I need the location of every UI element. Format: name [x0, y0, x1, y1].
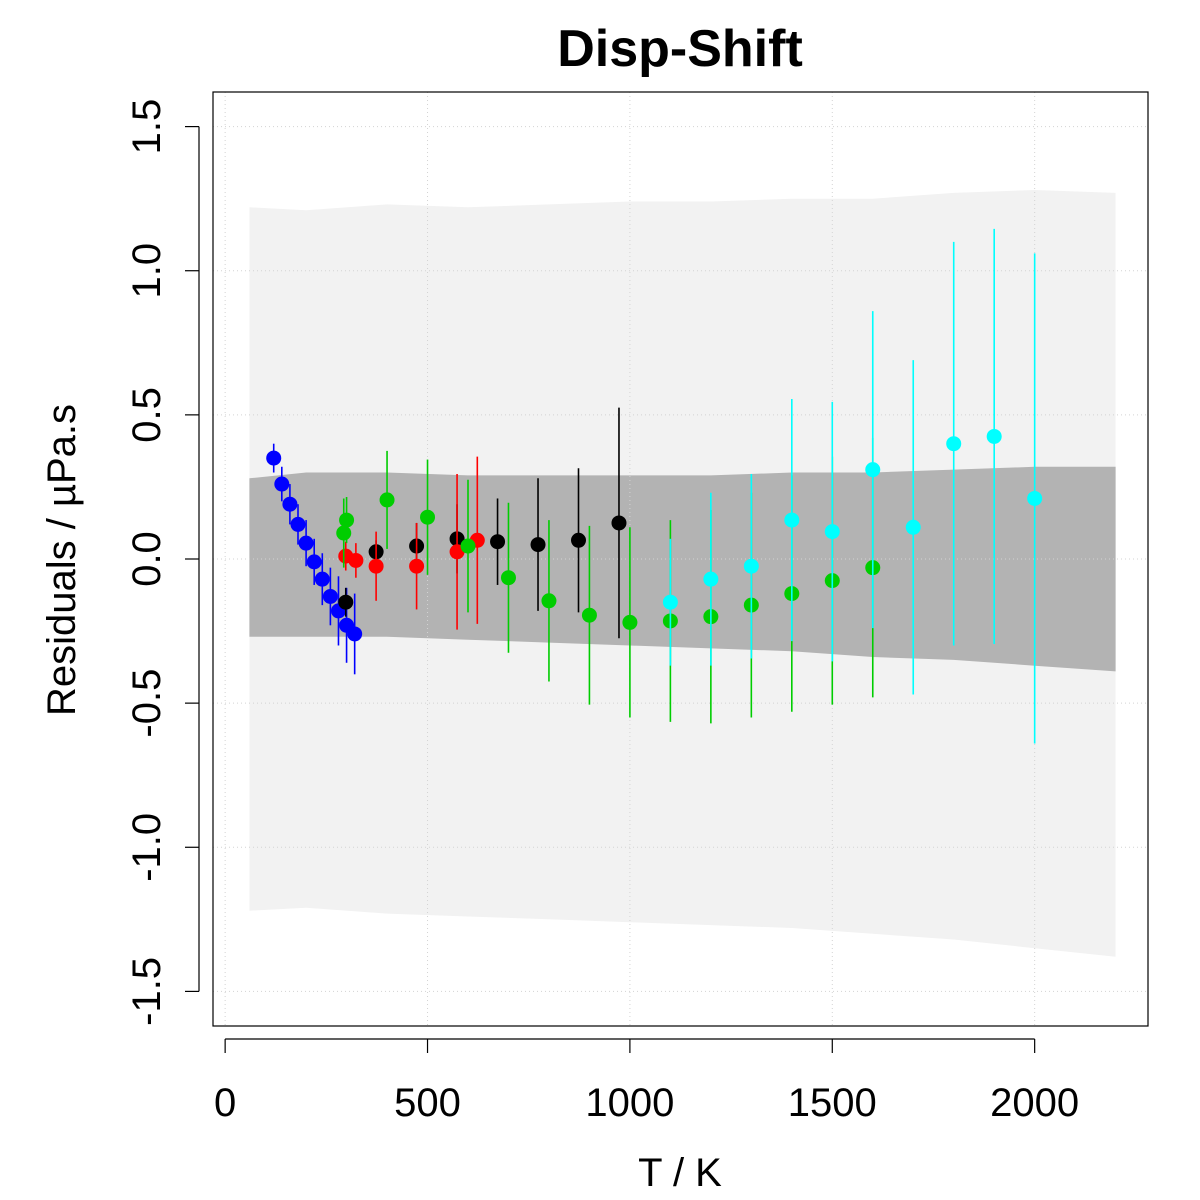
data-point	[905, 519, 921, 535]
y-tick-label: 0.0	[125, 531, 169, 587]
data-point	[338, 594, 354, 610]
data-point	[490, 534, 506, 550]
data-point	[314, 571, 330, 587]
band-inner	[249, 466, 1116, 672]
data-point	[611, 515, 627, 531]
axes: 0 500 1000 1500 2000 -1.5 -1.0 -0.5 0.0 0.5 1.0 1.5	[125, 99, 1079, 1125]
y-tick-label: 1.0	[125, 243, 169, 299]
data-point	[703, 571, 719, 587]
x-tick-label: 1000	[585, 1081, 674, 1125]
data-point	[339, 512, 355, 528]
data-point	[865, 462, 881, 478]
series-red	[338, 456, 485, 630]
data-point	[368, 558, 384, 574]
data-point	[460, 538, 476, 554]
data-point	[322, 588, 338, 604]
data-point	[1027, 490, 1043, 506]
y-axis-label: Residuals / µPa.s	[40, 404, 84, 716]
data-point	[662, 594, 678, 610]
data-point	[500, 570, 516, 586]
x-tick-label: 1500	[788, 1081, 877, 1125]
data-point	[306, 554, 322, 570]
data-point	[743, 558, 759, 574]
x-tick-label: 0	[214, 1081, 236, 1125]
data-series	[266, 228, 1043, 744]
plot-frame	[212, 91, 1149, 1027]
series-cyan	[662, 228, 1043, 744]
data-point	[581, 607, 597, 623]
y-tick-label: 1.5	[125, 99, 169, 155]
data-point	[298, 535, 314, 551]
y-tick-label: -1.0	[125, 813, 169, 882]
data-point	[266, 450, 282, 466]
data-point	[571, 532, 586, 548]
y-tick-label: -1.5	[125, 957, 169, 1026]
data-point	[530, 537, 546, 553]
data-point	[622, 614, 638, 630]
chart-title: Disp-Shift	[557, 20, 803, 78]
data-point	[336, 525, 352, 541]
x-axis-label: T / K	[638, 1151, 722, 1195]
data-point	[347, 626, 363, 642]
data-point	[379, 492, 395, 508]
data-point	[348, 552, 364, 568]
series-blue	[266, 443, 363, 675]
x-tick-label: 2000	[990, 1081, 1079, 1125]
data-point	[274, 476, 290, 492]
data-point	[784, 512, 800, 528]
x-tick-label: 500	[394, 1081, 461, 1125]
uncertainty-bands	[249, 190, 1116, 957]
data-point	[409, 558, 425, 574]
data-point	[420, 509, 436, 525]
data-point	[282, 496, 298, 512]
data-point	[541, 593, 557, 609]
y-tick-label: -0.5	[125, 669, 169, 738]
data-point	[946, 436, 962, 452]
data-point	[290, 516, 306, 532]
data-point	[986, 428, 1002, 444]
y-tick-label: 0.5	[125, 387, 169, 443]
data-point	[824, 524, 840, 540]
